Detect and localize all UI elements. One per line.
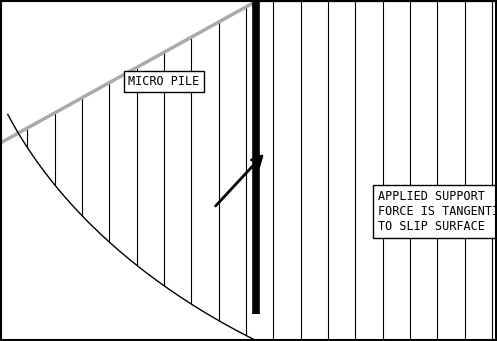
Text: APPLIED SUPPORT
FORCE IS TANGENTIAL
TO SLIP SURFACE: APPLIED SUPPORT FORCE IS TANGENTIAL TO S…: [378, 190, 497, 233]
Text: MICRO PILE: MICRO PILE: [128, 75, 200, 88]
